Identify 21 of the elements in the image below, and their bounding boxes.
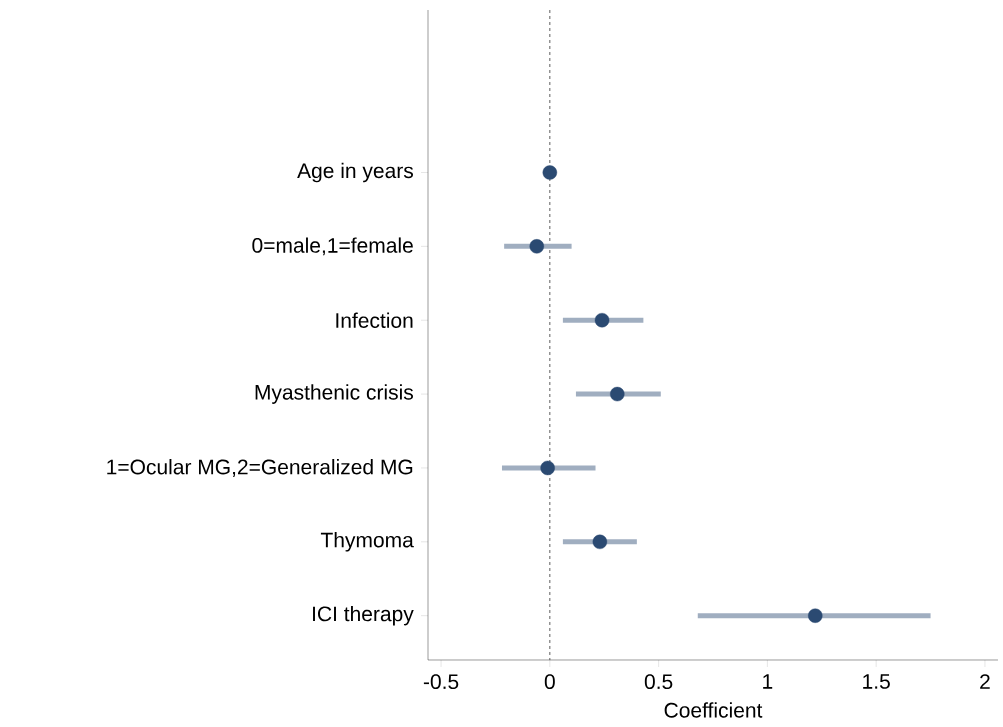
y-tick-label: Thymoma	[320, 532, 414, 552]
y-tick-label: 1=Ocular MG,2=Generalized MG	[107, 459, 413, 477]
point	[808, 608, 823, 623]
point	[610, 386, 625, 402]
y-tick-label: Infection	[336, 312, 413, 328]
x-tick-label: 1	[763, 674, 773, 689]
x-tick-label: 1.5	[863, 674, 890, 689]
y-tick-label: Myasthenic crisis	[255, 384, 413, 404]
x-tick-label: -0.5	[423, 674, 459, 690]
x-axis-title: Coefficient	[664, 702, 763, 718]
point	[542, 165, 558, 180]
point	[529, 239, 544, 254]
point	[540, 460, 555, 476]
y-tick-label: Age in years	[297, 162, 414, 183]
point	[592, 534, 608, 550]
point	[594, 313, 610, 328]
x-tick-label: 0.5	[644, 674, 673, 690]
x-tick-label: 2	[980, 674, 990, 689]
y-tick-label: ICI therapy	[313, 605, 414, 626]
x-tick-label: 0	[544, 674, 555, 690]
y-tick-label: 0=male,1=female	[252, 237, 413, 256]
